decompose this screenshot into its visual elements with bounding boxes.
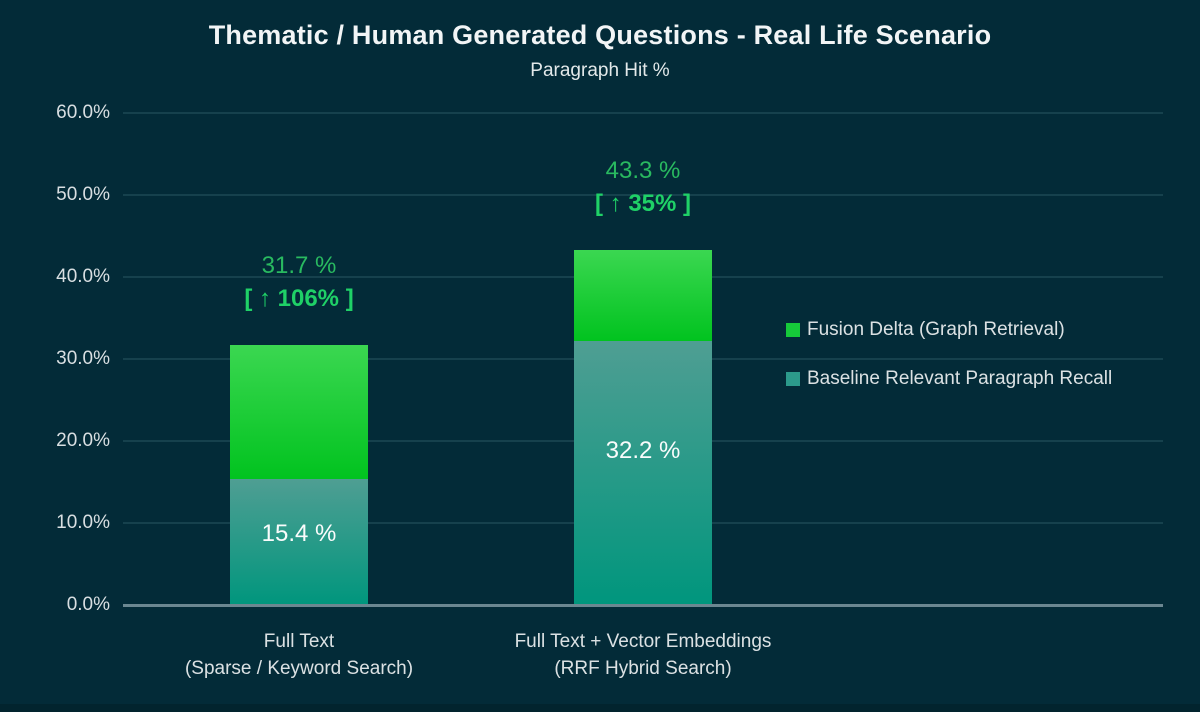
bar-annotation: 43.3 % [ ↑ 35% ]	[494, 154, 792, 220]
legend-label: Fusion Delta (Graph Retrieval)	[807, 319, 1065, 340]
legend-item-fusion-delta: Fusion Delta (Graph Retrieval)	[786, 316, 1112, 344]
category-label-line: (Sparse / Keyword Search)	[184, 658, 414, 679]
x-axis-line	[123, 604, 1163, 607]
fusion-delta-bar-segment	[230, 345, 368, 479]
fusion-delta-bar-segment	[574, 249, 712, 341]
baseline-value-label: 32.2 %	[605, 437, 681, 464]
bottom-edge	[0, 704, 1200, 712]
y-tick-label: 0.0%	[66, 594, 110, 615]
page-title: Thematic / Human Generated Questions - R…	[208, 20, 992, 50]
y-tick-label: 30.0%	[56, 348, 110, 369]
legend-swatch-green-icon	[786, 323, 800, 337]
delta-percent-label: [ ↑ 106% ]	[244, 285, 354, 313]
y-tick-label: 50.0%	[56, 184, 110, 205]
total-value-label: 31.7 %	[261, 252, 337, 280]
x-axis-label-full-text: Full Text (Sparse / Keyword Search)	[99, 628, 499, 682]
legend: Fusion Delta (Graph Retrieval) Baseline …	[786, 316, 1112, 414]
total-value-label: 43.3 %	[605, 156, 681, 184]
gridline	[123, 112, 1163, 114]
category-label-line: Full Text + Vector Embeddings	[514, 631, 772, 652]
legend-swatch-teal-icon	[786, 372, 800, 386]
delta-percent-label: [ ↑ 35% ]	[594, 189, 692, 217]
bar-annotation: 31.7 % [ ↑ 106% ]	[150, 249, 448, 315]
legend-label: Baseline Relevant Paragraph Recall	[807, 368, 1113, 389]
gridline	[123, 194, 1163, 196]
y-tick-label: 40.0%	[56, 266, 110, 287]
x-axis-label-hybrid: Full Text + Vector Embeddings (RRF Hybri…	[443, 628, 843, 682]
category-label-line: Full Text	[263, 631, 335, 652]
legend-item-baseline: Baseline Relevant Paragraph Recall	[786, 365, 1112, 393]
chart-subtitle: Paragraph Hit %	[530, 60, 670, 81]
baseline-value-label: 15.4 %	[261, 520, 337, 547]
baseline-bar-segment	[230, 478, 368, 605]
y-tick-label: 10.0%	[56, 512, 110, 533]
baseline-bar-segment	[574, 340, 712, 605]
category-label-line: (RRF Hybrid Search)	[554, 658, 732, 679]
y-tick-label: 60.0%	[56, 102, 110, 123]
y-tick-label: 20.0%	[56, 430, 110, 451]
